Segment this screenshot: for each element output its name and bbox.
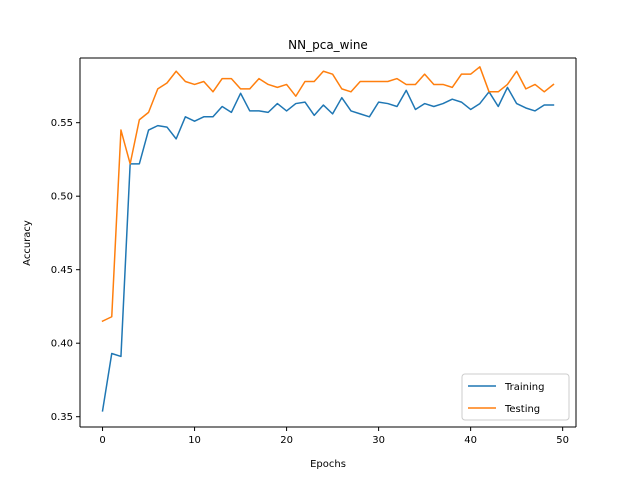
series-line-training [101,86,555,412]
y-tick-label: 0.50 [51,192,73,203]
y-tick-label: 0.35 [51,412,73,423]
x-axis-ticks: 0 10 20 30 40 50 [99,427,569,446]
x-tick-label: 50 [556,435,569,446]
y-axis-label: Accuracy [22,220,33,266]
legend-label-testing: Testing [504,404,540,415]
y-axis-ticks: 0.35 0.40 0.45 0.50 0.55 [51,118,80,423]
axes-frame [79,57,577,428]
x-tick-label: 40 [464,435,477,446]
legend: Training Testing [461,373,570,421]
series-line-testing [101,66,555,323]
y-tick-label: 0.45 [51,265,73,276]
x-tick-label: 20 [280,435,293,446]
series-layer [101,66,555,412]
x-tick-label: 0 [99,435,105,446]
series-training [101,86,555,412]
plot-area [80,58,576,427]
y-tick-label: 0.55 [51,118,73,129]
x-tick-label: 30 [372,435,385,446]
legend-label-training: Training [504,382,544,393]
x-axis-label: Epochs [310,459,346,470]
x-tick-label: 10 [188,435,201,446]
y-tick-label: 0.40 [51,339,73,350]
chart-title: NN_pca_wine [288,38,368,52]
series-testing [101,66,555,323]
